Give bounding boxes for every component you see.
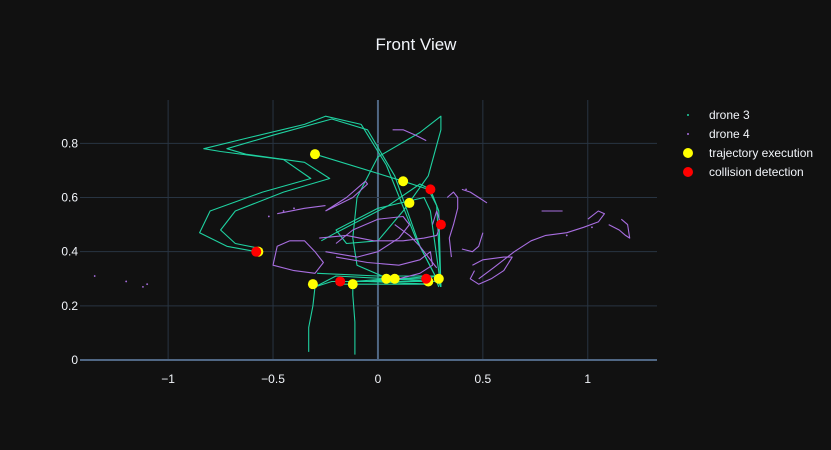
marker-collision-detection xyxy=(425,184,436,195)
legend-label: drone 4 xyxy=(709,127,750,141)
series-line-drone-4 xyxy=(461,188,488,204)
plot-area xyxy=(93,115,631,355)
series-line-drone-4 xyxy=(325,180,369,212)
series-line-drone-4 xyxy=(335,251,434,280)
marker-collision-detection xyxy=(435,219,446,230)
marker-drone-4 xyxy=(293,207,295,210)
series-line-drone-3 xyxy=(335,196,442,287)
series-line-drone-4 xyxy=(392,129,427,142)
y-tick-label: 0 xyxy=(71,353,78,367)
marker-collision-detection xyxy=(335,276,346,287)
x-axis: −1 −0.5 0 0.5 1 xyxy=(161,372,591,386)
marker-trajectory-execution xyxy=(433,273,444,284)
series-line-drone-4 xyxy=(469,256,513,285)
x-tick-label: −0.5 xyxy=(261,372,285,386)
marker-trajectory-execution xyxy=(381,273,392,284)
series-line-drone-3 xyxy=(321,183,442,287)
legend[interactable]: drone 3 drone 4 trajectory execution collis… xyxy=(683,108,813,179)
marker-trajectory-execution xyxy=(404,197,415,208)
series-line-drone-4 xyxy=(461,232,484,253)
marker-drone-4 xyxy=(267,215,270,218)
legend-symbol xyxy=(683,167,693,177)
x-tick-label: 0.5 xyxy=(475,372,492,386)
chart-title: Front View xyxy=(376,35,458,54)
series-line-drone-4 xyxy=(277,205,326,215)
series-line-drone-3 xyxy=(199,115,442,288)
legend-item[interactable]: drone 4 xyxy=(687,127,750,141)
series-line-drone-4 xyxy=(608,218,631,239)
marker-trajectory-execution xyxy=(347,279,358,290)
series-line-drone-4 xyxy=(319,210,442,242)
marker-trajectory-execution xyxy=(309,149,320,160)
y-tick-label: 0.6 xyxy=(61,191,78,205)
legend-label: collision detection xyxy=(709,165,804,179)
marker-drone-4 xyxy=(465,188,467,191)
legend-item[interactable]: trajectory execution xyxy=(683,146,813,160)
series-line-drone-4 xyxy=(478,210,606,280)
marker-drone-4 xyxy=(125,280,128,283)
y-tick-label: 0.2 xyxy=(61,299,78,313)
series-line-drone-4 xyxy=(394,224,438,269)
marker-trajectory-execution xyxy=(398,176,409,187)
y-tick-label: 0.4 xyxy=(61,245,78,259)
legend-symbol xyxy=(683,148,693,158)
marker-collision-detection xyxy=(421,273,432,284)
legend-label: drone 3 xyxy=(709,108,750,122)
legend-item[interactable]: collision detection xyxy=(683,165,804,179)
marker-drone-4 xyxy=(93,275,96,277)
x-tick-label: −1 xyxy=(161,372,175,386)
legend-symbol xyxy=(687,114,689,116)
y-axis: 0 0.2 0.4 0.6 0.8 xyxy=(61,136,78,367)
series-line-drone-3 xyxy=(220,118,442,288)
series-line-drone-3 xyxy=(314,275,437,288)
series-line-drone-4 xyxy=(272,240,324,274)
y-tick-label: 0.8 xyxy=(61,136,78,150)
marker-trajectory-execution xyxy=(307,279,318,290)
marker-drone-4 xyxy=(282,210,285,212)
x-tick-label: 1 xyxy=(584,372,591,386)
marker-drone-4 xyxy=(146,283,149,286)
legend-item[interactable]: drone 3 xyxy=(687,108,750,122)
legend-label: trajectory execution xyxy=(709,146,813,160)
marker-collision-detection xyxy=(251,246,262,257)
x-tick-label: 0 xyxy=(375,372,382,386)
series-line-drone-3 xyxy=(352,115,442,283)
marker-drone-4 xyxy=(565,234,568,237)
legend-symbol xyxy=(687,133,689,135)
marker-trajectory-execution xyxy=(389,273,400,284)
marker-drone-4 xyxy=(142,285,144,288)
series-line-drone-4 xyxy=(325,215,410,258)
series-line-drone-4 xyxy=(446,191,459,258)
grid xyxy=(80,100,657,361)
marker-drone-4 xyxy=(591,226,593,229)
